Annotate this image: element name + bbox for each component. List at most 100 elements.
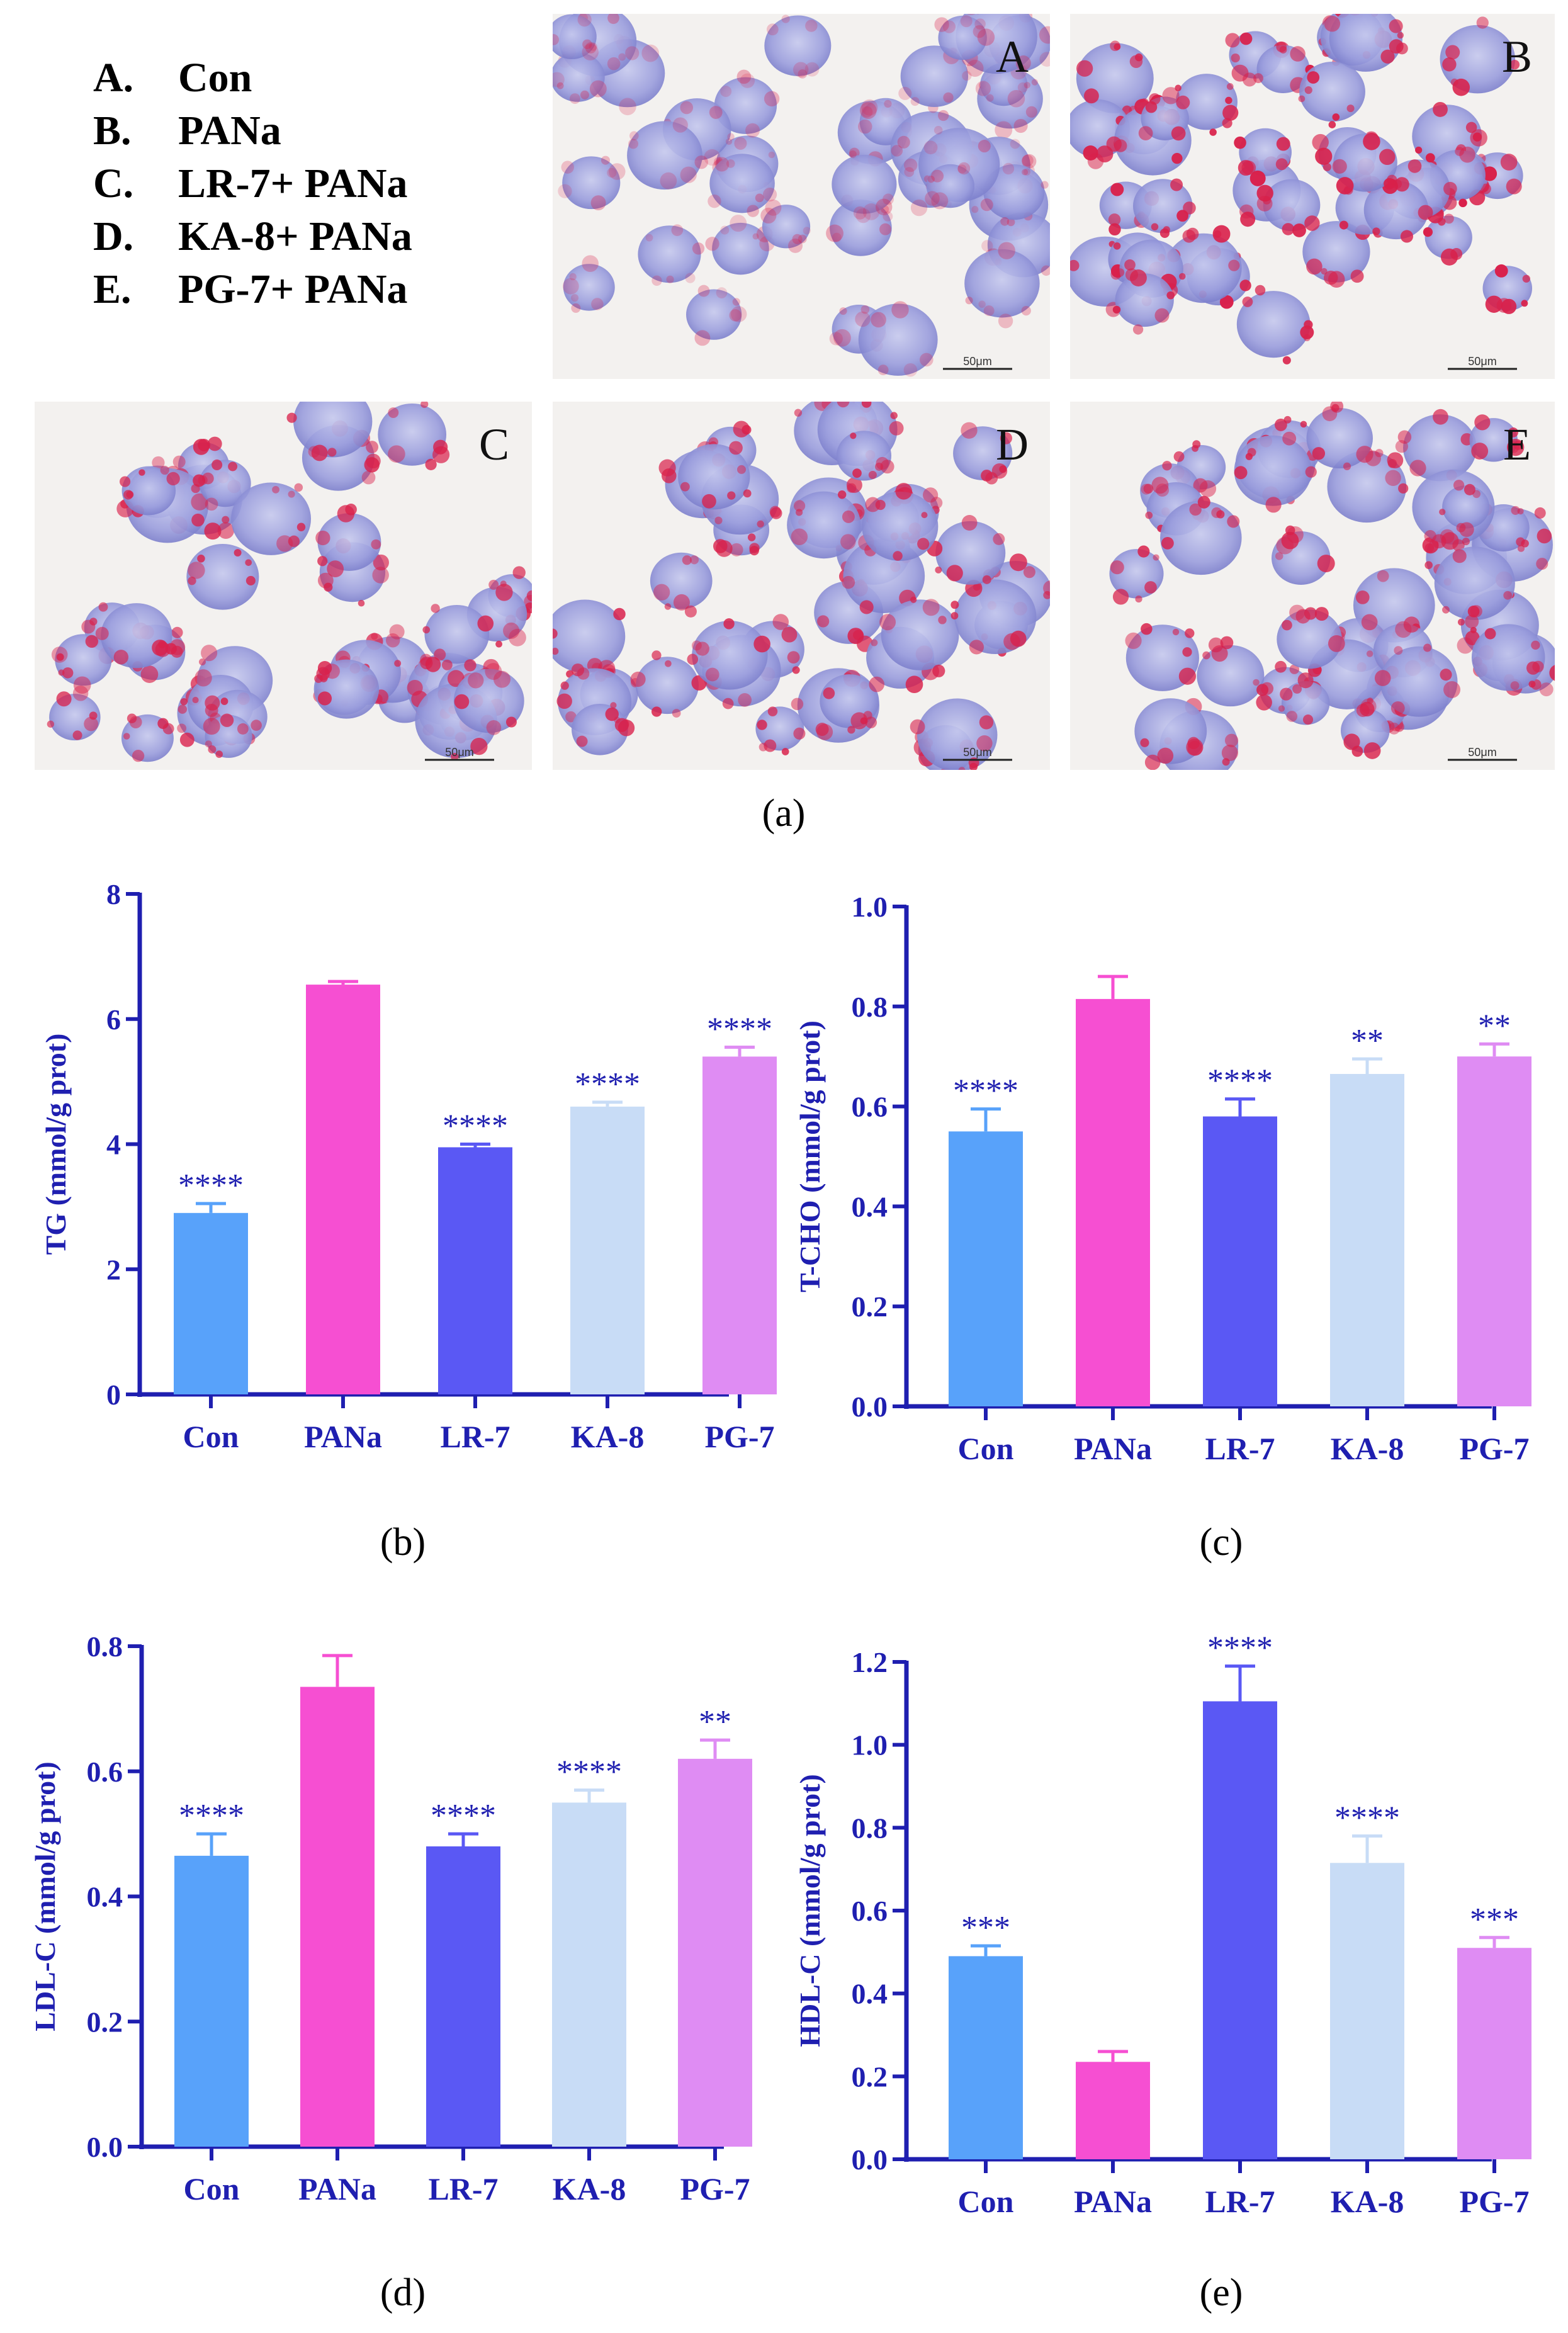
lipid-droplet — [205, 740, 212, 748]
lipid-droplet — [1361, 614, 1378, 631]
lipid-droplet — [1539, 682, 1554, 697]
lipid-droplet — [694, 155, 708, 169]
lipid-droplet — [1255, 285, 1266, 296]
lipid-droplet — [672, 117, 688, 133]
lipid-droplet — [569, 273, 577, 281]
lipid-droplet — [220, 698, 228, 705]
lipid-droplet — [805, 20, 818, 32]
lipid-droplet — [188, 577, 196, 585]
lipid-droplet — [431, 604, 440, 613]
stained-cell — [755, 706, 804, 751]
lipid-droplet — [791, 698, 804, 711]
lipid-droplet — [358, 599, 365, 607]
lipid-droplet — [1372, 227, 1380, 235]
lipid-droplet — [871, 312, 886, 328]
lipid-droplet — [1166, 291, 1175, 300]
legend-label: Con — [178, 55, 252, 101]
stained-cell — [1160, 500, 1242, 575]
lipid-droplet — [651, 275, 662, 286]
lipid-droplet — [847, 726, 855, 734]
lipid-droplet — [747, 205, 759, 217]
lipid-droplet — [1441, 532, 1459, 550]
lipid-droplet — [618, 53, 626, 61]
lipid-droplet — [1536, 558, 1548, 570]
lipid-droplet — [798, 69, 808, 79]
lipid-droplet — [394, 660, 402, 667]
cell-cluster — [47, 402, 532, 762]
lipid-droplet — [576, 735, 588, 747]
lipid-droplet — [1212, 225, 1231, 243]
lipid-droplet — [702, 494, 716, 509]
lipid-droplet — [695, 641, 709, 656]
lipid-droplet — [942, 20, 956, 33]
lipid-droplet — [197, 555, 205, 563]
lipid-droplet — [1112, 305, 1121, 314]
lipid-droplet — [1023, 168, 1031, 176]
lipid-droplet — [556, 82, 564, 89]
lipid-droplet — [1256, 684, 1269, 696]
lipid-droplet — [860, 305, 870, 314]
lipid-droplet — [1471, 443, 1489, 460]
stained-cell — [762, 205, 811, 249]
lipid-droplet — [713, 539, 728, 553]
lipid-droplet — [629, 131, 639, 141]
lipid-droplet — [625, 46, 640, 60]
lipid-droplet — [1508, 427, 1518, 438]
panel-label-a: (a) — [762, 792, 806, 835]
lipid-droplet — [590, 195, 606, 211]
lipid-droplet — [1183, 201, 1196, 215]
lipid-droplet — [366, 441, 379, 453]
lipid-droplet — [1336, 177, 1354, 195]
lipid-droplet — [577, 667, 590, 680]
lipid-droplet — [1442, 606, 1450, 614]
lipid-droplet — [732, 298, 741, 306]
lipid-droplet — [371, 539, 381, 550]
lipid-droplet — [1453, 480, 1465, 491]
lipid-droplet — [1450, 248, 1463, 260]
lipid-droplet — [495, 640, 502, 648]
lipid-droplet — [855, 311, 871, 327]
y-axis-label: TG (mmol/g prot) — [40, 1034, 72, 1255]
lipid-droplet — [769, 506, 781, 517]
lipid-droplet — [47, 720, 55, 728]
lipid-droplet — [931, 192, 949, 210]
bar-pana — [306, 985, 380, 1394]
stained-cell — [709, 154, 775, 213]
lipid-droplet — [957, 164, 967, 174]
lipid-droplet — [645, 234, 653, 242]
lipid-droplet — [1423, 229, 1431, 237]
lipid-droplet — [768, 151, 776, 159]
lipid-droplet — [120, 476, 131, 487]
stained-cell — [553, 14, 597, 59]
x-tick-label: LR-7 — [428, 2171, 498, 2206]
lipid-droplet — [207, 436, 222, 451]
lipid-droplet — [1241, 161, 1256, 175]
lipid-droplet — [1178, 667, 1197, 685]
lipid-droplet — [730, 306, 747, 322]
lipid-droplet — [684, 605, 697, 618]
lipid-droplet — [781, 626, 798, 643]
stained-cell — [1333, 133, 1397, 192]
lipid-droplet — [1537, 528, 1552, 544]
lipid-droplet — [922, 599, 940, 616]
lipid-droplet — [1470, 129, 1487, 147]
x-tick-label: PG-7 — [1459, 2184, 1529, 2219]
lipid-droplet — [1397, 430, 1412, 444]
lipid-droplet — [855, 208, 871, 223]
lipid-droplet — [1346, 105, 1355, 113]
lipid-droplet — [1151, 223, 1159, 231]
stained-cell — [186, 543, 259, 610]
lipid-droplet — [910, 719, 925, 735]
lipid-droplet — [861, 99, 878, 116]
lipid-droplet — [464, 659, 477, 672]
lipid-droplet — [1476, 16, 1489, 29]
lipid-droplet — [1022, 154, 1037, 169]
lipid-droplet — [1145, 511, 1153, 519]
significance-label: **** — [953, 1073, 1018, 1109]
lipid-droplet — [981, 470, 993, 482]
lipid-droplet — [468, 672, 484, 689]
lipid-droplet — [1280, 687, 1293, 701]
lipid-droplet — [1039, 52, 1050, 67]
bar-lr-7 — [438, 1147, 512, 1394]
lipid-droplet — [228, 461, 238, 472]
